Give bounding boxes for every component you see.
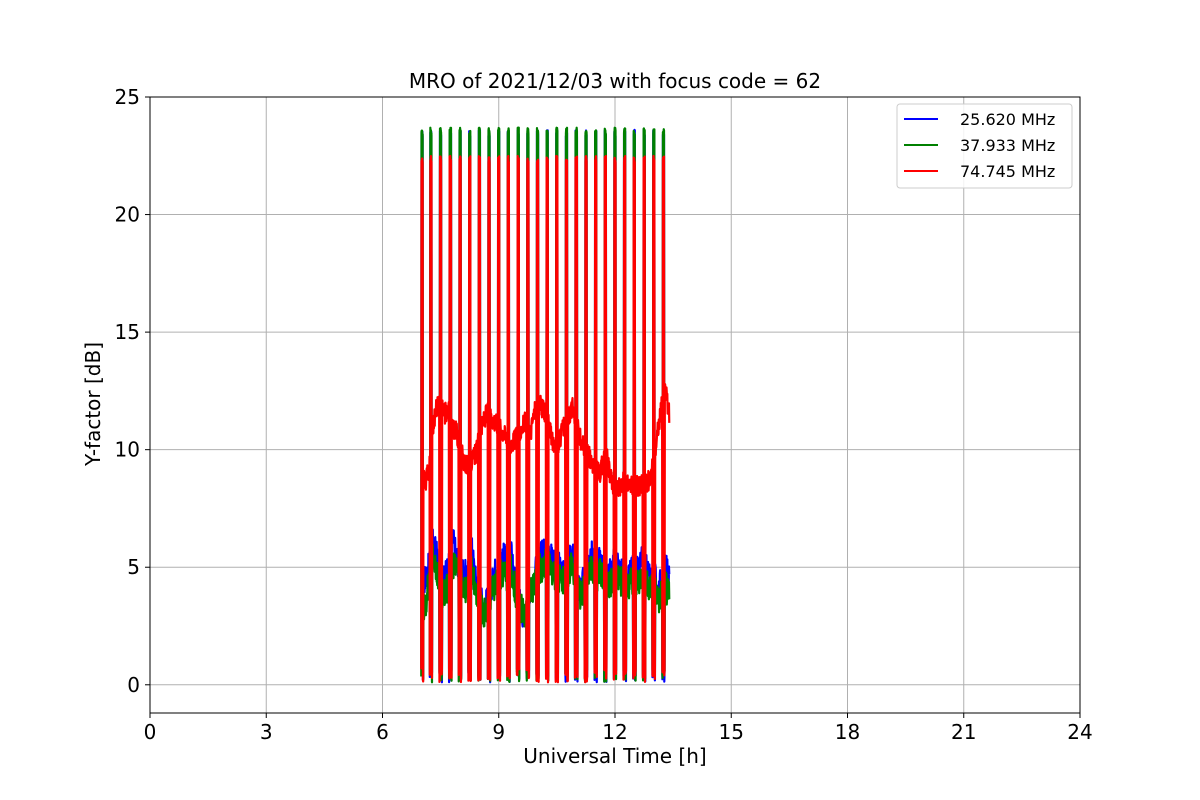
y-tick-label: 15 xyxy=(115,320,140,344)
y-tick-label: 25 xyxy=(115,85,140,109)
legend-box xyxy=(896,103,1073,189)
legend-label-0: 25.620 MHz xyxy=(960,110,1055,129)
x-tick-label: 6 xyxy=(376,720,389,744)
x-axis-label: Universal Time [h] xyxy=(523,744,706,768)
x-tick-label: 15 xyxy=(719,720,744,744)
y-tick-label: 0 xyxy=(127,673,140,697)
legend-label-2: 74.745 MHz xyxy=(960,162,1055,181)
y-axis-label: Y-factor [dB] xyxy=(81,342,105,467)
chart-title: MRO of 2021/12/03 with focus code = 62 xyxy=(409,69,821,93)
x-tick-label: 12 xyxy=(602,720,627,744)
x-tick-label: 0 xyxy=(144,720,157,744)
x-tick-label: 9 xyxy=(492,720,505,744)
x-tick-label: 3 xyxy=(260,720,273,744)
legend: 25.620 MHz 37.933 MHz 74.745 MHz xyxy=(896,103,1073,189)
x-ticks: 0 3 6 9 12 15 18 21 24 xyxy=(144,713,1093,744)
y-tick-label: 20 xyxy=(115,203,140,227)
series-line-2 xyxy=(420,154,671,684)
x-tick-label: 21 xyxy=(951,720,976,744)
x-tick-label: 18 xyxy=(835,720,860,744)
legend-label-1: 37.933 MHz xyxy=(960,136,1055,155)
y-tick-label: 5 xyxy=(127,555,140,579)
y-ticks: 0 5 10 15 20 25 xyxy=(115,85,150,697)
plot-lines xyxy=(420,126,671,684)
y-tick-label: 10 xyxy=(115,438,140,462)
x-tick-label: 24 xyxy=(1067,720,1092,744)
